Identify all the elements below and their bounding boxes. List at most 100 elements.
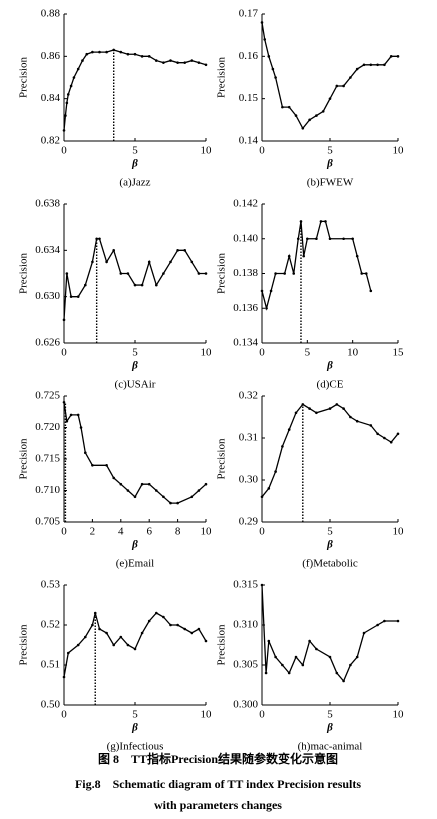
panel-caption: (f)Metabolic [302, 558, 358, 570]
x-tick-label: 5 [132, 347, 138, 359]
point [260, 289, 264, 293]
point [342, 407, 345, 410]
point [133, 495, 137, 499]
point [64, 114, 67, 117]
point [296, 237, 300, 241]
point [197, 61, 201, 64]
x-tick-label: 5 [327, 709, 333, 721]
point [283, 272, 286, 275]
point [301, 663, 305, 667]
point [351, 237, 354, 241]
precision-line [261, 403, 399, 498]
x-tick-label: 10 [347, 347, 359, 359]
y-tick-label: 0.88 [41, 8, 61, 20]
point [62, 318, 66, 322]
point [376, 432, 379, 436]
point [299, 220, 303, 223]
point [274, 470, 277, 473]
y-tick-label: 0.630 [35, 290, 60, 302]
point [355, 67, 359, 71]
y-tick-label: 0.300 [233, 699, 258, 711]
point [369, 63, 373, 67]
caption-en: with parameters changes [154, 798, 282, 812]
point [342, 84, 345, 88]
point [169, 260, 172, 264]
point [176, 623, 179, 627]
point [335, 671, 339, 675]
point [95, 237, 98, 241]
point [263, 38, 267, 41]
panel-caption: (e)Email [116, 558, 154, 570]
point [176, 61, 179, 64]
point [155, 59, 158, 62]
point [112, 249, 115, 252]
point [260, 495, 264, 499]
y-tick-label: 0.638 [35, 198, 60, 210]
point [147, 55, 151, 58]
point [328, 655, 332, 659]
point [396, 619, 400, 623]
x-axis-label: β [131, 158, 138, 170]
y-tick-label: 0.84 [41, 92, 61, 104]
y-axis-label: Precision [216, 253, 228, 294]
precision-line [261, 22, 398, 130]
y-tick-label: 0.142 [233, 198, 258, 210]
caption-en: Fig.8 Schematic diagram of TT index Prec… [75, 777, 361, 791]
point [308, 407, 311, 410]
point [66, 93, 70, 96]
point [315, 114, 318, 117]
point [112, 476, 115, 480]
point [105, 464, 108, 467]
point [197, 489, 201, 492]
point [287, 105, 291, 109]
x-tick-label: 10 [201, 526, 213, 538]
y-tick-label: 0.82 [41, 135, 60, 147]
point [69, 84, 73, 88]
y-tick-label: 0.626 [35, 337, 60, 349]
point [84, 451, 87, 455]
point [91, 623, 94, 627]
y-tick-label: 0.705 [35, 516, 60, 528]
point [204, 272, 208, 275]
point [98, 237, 101, 241]
point [308, 118, 311, 122]
point [281, 445, 284, 448]
point [292, 272, 296, 275]
point [383, 619, 386, 623]
point [169, 501, 172, 505]
x-tick-label: 4 [118, 526, 124, 538]
point [362, 631, 366, 635]
x-tick-label: 10 [201, 347, 213, 359]
y-tick-label: 0.29 [239, 516, 259, 528]
y-tick-label: 0.53 [41, 579, 61, 591]
point [301, 127, 305, 130]
point [274, 272, 277, 275]
point [362, 63, 366, 67]
point [319, 220, 323, 223]
x-tick-label: 0 [259, 145, 265, 157]
y-axis-label: Precision [18, 57, 30, 98]
point [349, 415, 352, 419]
caption-cn: 图 8 TT指标Precision结果随参数变化示意图 [98, 751, 338, 766]
point [147, 482, 151, 486]
point [204, 639, 208, 643]
point [315, 411, 318, 415]
point [267, 55, 271, 58]
point [267, 639, 271, 643]
y-axis-label: Precision [18, 253, 30, 294]
point [287, 671, 291, 675]
x-axis-label: β [326, 722, 333, 734]
y-axis-label: Precision [18, 438, 30, 479]
point [140, 482, 144, 486]
y-axis-label: Precision [216, 438, 228, 479]
y-tick-label: 0.136 [233, 302, 258, 314]
x-tick-label: 5 [305, 347, 311, 359]
point [204, 482, 208, 486]
point [169, 623, 172, 627]
x-tick-label: 0 [61, 526, 67, 538]
x-tick-label: 0 [61, 347, 67, 359]
point [287, 254, 291, 258]
point [98, 50, 101, 54]
point [264, 671, 268, 675]
point [342, 237, 345, 241]
